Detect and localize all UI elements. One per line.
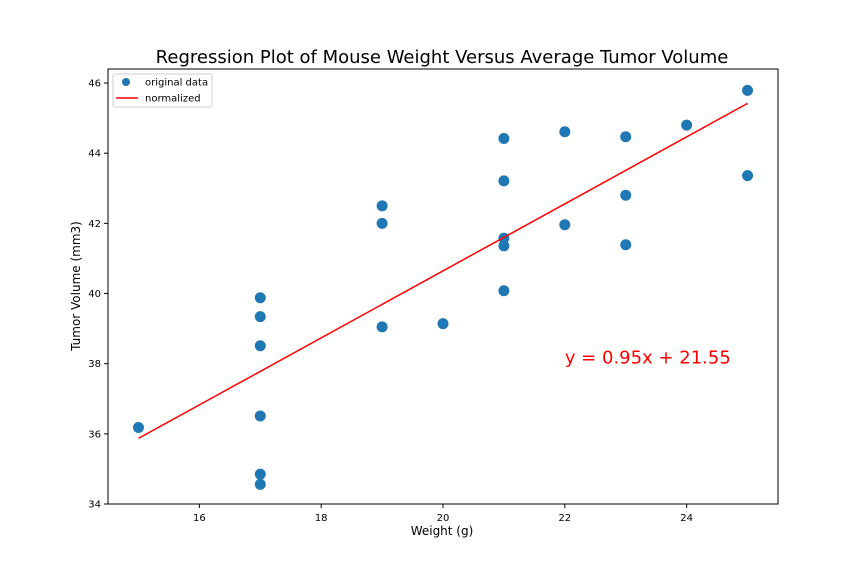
y-tick-label: 40 — [88, 289, 101, 300]
data-point — [254, 340, 266, 352]
y-tick-label: 44 — [88, 149, 101, 160]
data-point — [498, 132, 510, 144]
data-point — [376, 200, 388, 212]
data-point — [132, 422, 144, 434]
x-tick-label: 20 — [437, 513, 450, 524]
x-axis: 16 18 20 22 24 — [193, 504, 693, 524]
plot-frame — [107, 68, 779, 505]
x-tick-label: 18 — [315, 513, 328, 524]
data-point — [254, 468, 266, 480]
y-tick-label: 34 — [88, 500, 101, 511]
legend: original data normalized — [112, 73, 213, 108]
data-point — [742, 170, 754, 182]
data-point — [437, 318, 449, 330]
legend-marker-original-data — [122, 78, 130, 86]
data-point — [254, 410, 266, 422]
y-tick-label: 38 — [88, 359, 101, 370]
data-point — [254, 311, 266, 323]
x-axis-label: Weight (g) — [411, 524, 474, 538]
x-tick-label: 22 — [558, 513, 571, 524]
legend-label-normalized: normalized — [145, 94, 201, 105]
data-point — [376, 217, 388, 229]
data-point — [254, 292, 266, 304]
data-point — [681, 119, 693, 131]
data-point — [620, 131, 632, 143]
data-point — [376, 321, 388, 333]
y-tick-label: 42 — [88, 219, 101, 230]
data-point — [498, 175, 510, 187]
data-point — [254, 478, 266, 490]
regression-equation: y = 0.95x + 21.55 — [565, 348, 731, 369]
data-point — [498, 285, 510, 297]
data-point — [620, 189, 632, 201]
chart-title: Regression Plot of Mouse Weight Versus A… — [156, 47, 729, 68]
data-point — [559, 126, 571, 138]
x-tick-label: 16 — [193, 513, 206, 524]
regression-line — [138, 102, 748, 440]
legend-label-original-data: original data — [145, 78, 208, 89]
y-axis-label: Tumor Volume (mm3) — [69, 221, 83, 352]
y-tick-label: 36 — [88, 429, 101, 440]
y-axis: 34 36 38 40 42 44 46 — [88, 79, 108, 511]
y-tick-label: 46 — [88, 79, 101, 90]
data-point — [498, 240, 510, 252]
plot-area — [132, 84, 754, 490]
data-point — [559, 219, 571, 231]
data-point — [742, 84, 754, 96]
data-point — [620, 239, 632, 251]
x-tick-label: 24 — [680, 513, 693, 524]
